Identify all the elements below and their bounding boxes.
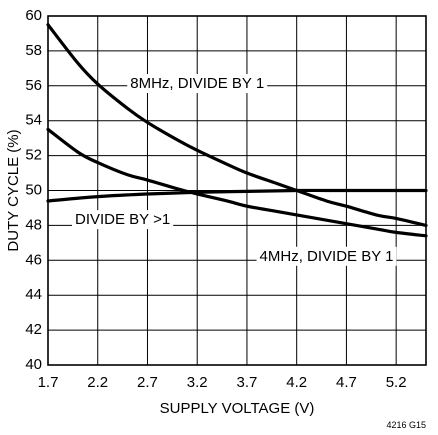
- series-line-3: [46, 188, 428, 203]
- figure-code: 4216 G15: [386, 420, 426, 430]
- x-tick-label: 4.2: [286, 374, 307, 391]
- y-tick-label: 60: [25, 7, 42, 24]
- y-tick-label: 44: [25, 286, 42, 303]
- y-axis-title: DUTY CYCLE (%): [5, 129, 22, 251]
- x-tick-labels: 1.7 2.2 2.7 3.2 3.7 4.2 4.7 5.2: [38, 374, 407, 391]
- x-axis-title: SUPPLY VOLTAGE (V): [160, 400, 315, 417]
- annotation-label: 4MHz, DIVIDE BY 1: [260, 248, 394, 265]
- annotations: 8MHz, DIVIDE BY 1 DIVIDE BY >1 4MHz, DIVID…: [72, 74, 397, 266]
- x-tick-label: 3.7: [237, 374, 258, 391]
- annotation-bg: [256, 246, 397, 266]
- annotation-2: DIVIDE BY >1: [72, 210, 174, 230]
- x-tick-label: 1.7: [38, 374, 59, 391]
- x-tick-label: 5.2: [386, 374, 407, 391]
- x-tick-label: 3.2: [187, 374, 208, 391]
- x-tick-label: 2.2: [87, 374, 108, 391]
- annotation-label: 8MHz, DIVIDE BY 1: [130, 75, 264, 92]
- y-tick-label: 46: [25, 251, 42, 268]
- annotation-label: DIVIDE BY >1: [75, 211, 170, 228]
- series-line-1: [46, 23, 428, 227]
- x-tick-label: 4.7: [336, 374, 357, 391]
- series-lines: [46, 23, 428, 238]
- y-tick-label: 52: [25, 147, 42, 164]
- x-tick-label: 2.7: [137, 374, 158, 391]
- y-tick-label: 58: [25, 42, 42, 59]
- annotation-1: 8MHz, DIVIDE BY 1: [127, 74, 268, 94]
- y-tick-label: 42: [25, 321, 42, 338]
- y-tick-label: 56: [25, 77, 42, 94]
- y-tick-label: 50: [25, 181, 42, 198]
- y-tick-label: 40: [25, 356, 42, 373]
- annotation-bg: [72, 210, 174, 230]
- y-tick-label: 48: [25, 216, 42, 233]
- series-line-2: [46, 127, 428, 238]
- annotation-bg: [127, 74, 268, 94]
- y-tick-label: 54: [25, 112, 42, 129]
- plot-frame: [47, 15, 427, 366]
- y-tick-labels: 40 42 44 46 48 50 52 54 56 58 60: [25, 7, 42, 373]
- annotation-3: 4MHz, DIVIDE BY 1: [256, 246, 397, 266]
